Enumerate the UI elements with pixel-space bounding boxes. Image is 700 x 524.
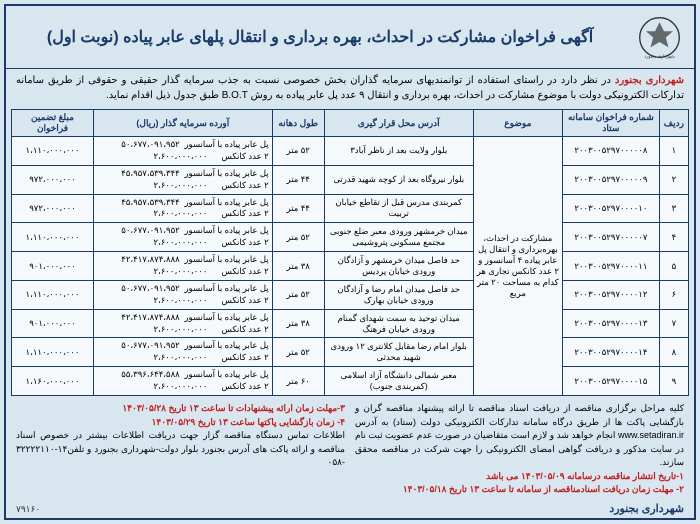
note-date-1: ۱-تاریخ انتشار مناقصه درسامانه ۱۴۰۳/۰۵/۰… bbox=[355, 470, 684, 484]
notes-left-column: ۳-مهلت زمان ارائه پیشنهادات تا ساعت ۱۳ ت… bbox=[16, 402, 345, 497]
cell-rownum: ۲ bbox=[659, 165, 688, 194]
cell-setad: ۲۰۰۳۰۰۵۲۹۷۰۰۰۰۰۹ bbox=[563, 165, 660, 194]
cell-address: میدان خرمشهر ورودی معبر ضلع جنوبی مجتمع … bbox=[324, 223, 473, 252]
table-row: ۸ ۲۰۰۳۰۰۵۲۹۷۰۰۰۰۱۴ بلوار امام رضا مقابل … bbox=[12, 338, 689, 367]
cell-rownum: ۷ bbox=[659, 309, 688, 338]
table-row: ۵ ۲۰۰۳۰۰۵۲۹۷۰۰۰۰۱۱ حد فاصل میدان خرمشهر … bbox=[12, 252, 689, 281]
tender-table: ردیف شماره فراخوان سامانه ستاد موضوع آدر… bbox=[11, 109, 689, 396]
cell-investor: پل عابر پیاده با آسانسور ۴۲،۴۱۷،۸۷۴،۸۸۸ … bbox=[93, 252, 272, 281]
notes-section: کلیه مراحل برگزاری مناقصه از دریافت اسنا… bbox=[6, 398, 694, 501]
cell-setad: ۲۰۰۳۰۰۵۲۹۷۰۰۰۰۱۱ bbox=[563, 252, 660, 281]
cell-address: بلوار ولایت بعد از ناظر آباد۳ bbox=[324, 137, 473, 166]
cell-investor: پل عابر پیاده با آسانسور ۵۵،۳۹۶،۶۴۴،۵۸۸ … bbox=[93, 367, 272, 396]
cell-rownum: ۹ bbox=[659, 367, 688, 396]
intro-text: شهرداری بجنورد در نظر دارد در راستای است… bbox=[6, 69, 694, 107]
cell-guarantee: ۱،۱۱۰،۰۰۰،۰۰۰ bbox=[12, 137, 94, 166]
reference-number: ۷۹۱۶۰ bbox=[16, 504, 40, 515]
cell-investor: پل عابر پیاده با آسانسور ۴۵،۹۵۷،۵۳۹،۳۴۴ … bbox=[93, 194, 272, 223]
cell-setad: ۲۰۰۳۰۰۵۲۹۷۰۰۰۰۱۳ bbox=[563, 309, 660, 338]
cell-rownum: ۵ bbox=[659, 252, 688, 281]
cell-address: معبر شمالی دانشگاه آزاد اسلامی (کمربندی … bbox=[324, 367, 473, 396]
organization-name: شهرداری بجنورد bbox=[615, 75, 684, 86]
header-guarantee: مبلغ تضمین فراخوان bbox=[12, 110, 94, 137]
cell-length: ۶۰ متر bbox=[272, 367, 324, 396]
cell-setad: ۲۰۰۳۰۰۵۲۹۷۰۰۰۰۱۴ bbox=[563, 338, 660, 367]
cell-length: ۵۲ متر bbox=[272, 280, 324, 309]
cell-guarantee: ۱،۱۱۰،۰۰۰،۰۰۰ bbox=[12, 338, 94, 367]
document-title: آگهی فراخوان مشارکت در احداث، بهره بردار… bbox=[16, 27, 624, 47]
cell-address: کمربندی مدرس قبل از تقاطع خیابان تربیت bbox=[324, 194, 473, 223]
notes-contact: اطلاعات تماس دستگاه مناقصه گزار جهت دریا… bbox=[16, 429, 345, 470]
cell-investor: پل عابر پیاده با آسانسور ۵۰،۶۷۷،۰۹۱،۹۵۲ … bbox=[93, 338, 272, 367]
cell-length: ۳۸ متر bbox=[272, 252, 324, 281]
cell-rownum: ۶ bbox=[659, 280, 688, 309]
cell-rownum: ۱ bbox=[659, 137, 688, 166]
cell-setad: ۲۰۰۳۰۰۵۲۹۷۰۰۰۰۰۷ bbox=[563, 223, 660, 252]
table-row: ۶ ۲۰۰۳۰۰۵۲۹۷۰۰۰۰۱۲ حد فاصل میدان امام رض… bbox=[12, 280, 689, 309]
cell-investor: پل عابر پیاده با آسانسور ۴۲،۴۱۷،۸۷۴،۸۸۸ … bbox=[93, 309, 272, 338]
table-row: ۲ ۲۰۰۳۰۰۵۲۹۷۰۰۰۰۰۹ بلوار نیروگاه بعد از … bbox=[12, 165, 689, 194]
header-row: ردیف bbox=[659, 110, 688, 137]
cell-rownum: ۳ bbox=[659, 194, 688, 223]
cell-investor: پل عابر پیاده با آسانسور ۵۰،۶۷۷،۰۹۱،۹۵۲ … bbox=[93, 137, 272, 166]
cell-address: بلوار امام رضا مقابل کلانتری ۱۲ ورودی شه… bbox=[324, 338, 473, 367]
cell-length: ۴۴ متر bbox=[272, 194, 324, 223]
cell-subject: مشارکت در احداث، بهره‌برداری و انتقال پل… bbox=[473, 137, 562, 396]
cell-address: حد فاصل میدان امام رضا و آزادگان ورودی خ… bbox=[324, 280, 473, 309]
cell-investor: پل عابر پیاده با آسانسور ۵۰،۶۷۷،۰۹۱،۹۵۲ … bbox=[93, 223, 272, 252]
cell-guarantee: ۱،۱۱۰،۰۰۰،۰۰۰ bbox=[12, 223, 94, 252]
table-row: ۴ ۲۰۰۳۰۰۵۲۹۷۰۰۰۰۰۷ میدان خرمشهر ورودی مع… bbox=[12, 223, 689, 252]
cell-address: بلوار نیروگاه بعد از کوچه شهید قدرتی bbox=[324, 165, 473, 194]
cell-investor: پل عابر پیاده با آسانسور ۴۵،۹۵۷،۵۳۹،۳۴۴ … bbox=[93, 165, 272, 194]
table-row: ۱ ۲۰۰۳۰۰۵۲۹۷۰۰۰۰۰۸ مشارکت در احداث، بهره… bbox=[12, 137, 689, 166]
table-row: ۹ ۲۰۰۳۰۰۵۲۹۷۰۰۰۰۱۵ معبر شمالی دانشگاه آز… bbox=[12, 367, 689, 396]
note-date-2: ۲- مهلت زمان دریافت اسنادمناقصه از سامان… bbox=[355, 483, 684, 497]
table-row: ۷ ۲۰۰۳۰۰۵۲۹۷۰۰۰۰۱۳ میدان توحید به سمت شه… bbox=[12, 309, 689, 338]
table-header-row: ردیف شماره فراخوان سامانه ستاد موضوع آدر… bbox=[12, 110, 689, 137]
cell-address: میدان توحید به سمت شهدای گمنام ورودی خیا… bbox=[324, 309, 473, 338]
cell-investor: پل عابر پیاده با آسانسور ۵۰،۶۷۷،۰۹۱،۹۵۲ … bbox=[93, 280, 272, 309]
header-investor: آورده سرمایه گذار (ریال) bbox=[93, 110, 272, 137]
header-setad: شماره فراخوان سامانه ستاد bbox=[563, 110, 660, 137]
cell-length: ۵۲ متر bbox=[272, 137, 324, 166]
header-subject: موضوع bbox=[473, 110, 562, 137]
cell-length: ۵۲ متر bbox=[272, 223, 324, 252]
cell-rownum: ۴ bbox=[659, 223, 688, 252]
header-length: طول دهانه bbox=[272, 110, 324, 137]
cell-length: ۴۴ متر bbox=[272, 165, 324, 194]
cell-rownum: ۸ bbox=[659, 338, 688, 367]
header-address: آدرس محل قرار گیری bbox=[324, 110, 473, 137]
document-container: شهرداری بجنورد آگهی فراخوان مشارکت در اح… bbox=[4, 4, 696, 520]
notes-general: کلیه مراحل برگزاری مناقصه از دریافت اسنا… bbox=[355, 402, 684, 470]
cell-length: ۳۸ متر bbox=[272, 309, 324, 338]
municipality-logo: شهرداری بجنورد bbox=[634, 12, 684, 62]
table-row: ۳ ۲۰۰۳۰۰۵۲۹۷۰۰۰۰۱۰ کمربندی مدرس قبل از ت… bbox=[12, 194, 689, 223]
cell-address: حد فاصل میدان خرمشهر و آزادگان ورودی خیا… bbox=[324, 252, 473, 281]
svg-text:شهرداری بجنورد: شهرداری بجنورد bbox=[644, 53, 675, 59]
cell-guarantee: ۹۷۲،۰۰۰،۰۰۰ bbox=[12, 194, 94, 223]
cell-guarantee: ۹۷۲،۰۰۰،۰۰۰ bbox=[12, 165, 94, 194]
cell-guarantee: ۱،۱۱۰،۰۰۰،۰۰۰ bbox=[12, 280, 94, 309]
intro-body: در نظر دارد در راستای استفاده از توانمند… bbox=[16, 75, 684, 101]
header: شهرداری بجنورد آگهی فراخوان مشارکت در اح… bbox=[6, 6, 694, 69]
cell-setad: ۲۰۰۳۰۰۵۲۹۷۰۰۰۰۱۰ bbox=[563, 194, 660, 223]
cell-length: ۵۲ متر bbox=[272, 338, 324, 367]
cell-guarantee: ۹۰۱،۰۰۰،۰۰۰ bbox=[12, 309, 94, 338]
notes-right-column: کلیه مراحل برگزاری مناقصه از دریافت اسنا… bbox=[355, 402, 684, 497]
cell-setad: ۲۰۰۳۰۰۵۲۹۷۰۰۰۰۰۸ bbox=[563, 137, 660, 166]
cell-guarantee: ۹۰۱،۰۰۰،۰۰۰ bbox=[12, 252, 94, 281]
note-date-3: ۳-مهلت زمان ارائه پیشنهادات تا ساعت ۱۳ ت… bbox=[16, 402, 345, 416]
cell-guarantee: ۱،۱۶۰،۰۰۰،۰۰۰ bbox=[12, 367, 94, 396]
cell-setad: ۲۰۰۳۰۰۵۲۹۷۰۰۰۰۱۵ bbox=[563, 367, 660, 396]
footer-org: شهرداری بجنورد bbox=[16, 502, 684, 515]
note-date-4: ۴- زمان بازگشایی پاکتها ساعت ۱۳ تاریخ ۱۴… bbox=[16, 416, 345, 430]
cell-setad: ۲۰۰۳۰۰۵۲۹۷۰۰۰۰۱۲ bbox=[563, 280, 660, 309]
